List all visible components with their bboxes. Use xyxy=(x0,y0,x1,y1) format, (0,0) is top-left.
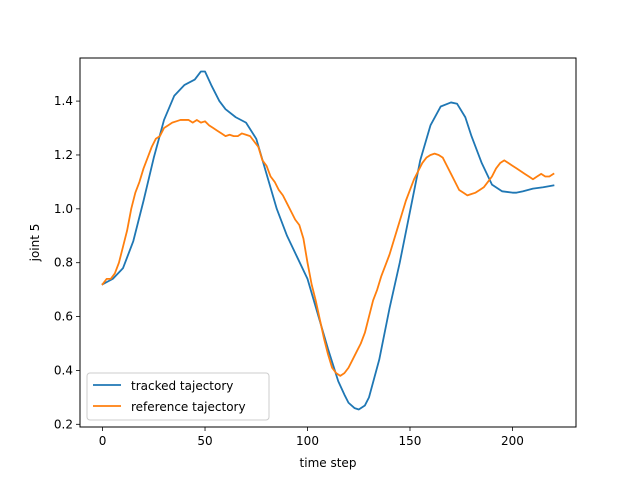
legend-label-tracked: tracked tajectory xyxy=(131,379,233,393)
legend: tracked tajectory reference tajectory xyxy=(86,372,270,421)
series-line-tracked xyxy=(101,70,555,411)
legend-label-reference: reference tajectory xyxy=(131,400,246,414)
y-tick-label: 0.2 xyxy=(54,417,73,431)
x-tick-label: 150 xyxy=(399,434,422,448)
x-tick-label: 50 xyxy=(197,434,212,448)
legend-frame xyxy=(86,372,270,421)
y-tick-label: 1.2 xyxy=(54,148,73,162)
x-tick-label: 200 xyxy=(501,434,524,448)
y-tick-label: 1.0 xyxy=(54,202,73,216)
y-tick-label: 0.6 xyxy=(54,310,73,324)
series-line-reference xyxy=(101,119,555,377)
y-tick-label: 0.8 xyxy=(54,256,73,270)
x-tick-label: 100 xyxy=(296,434,319,448)
y-axis: 0.2 0.4 0.6 0.8 1.0 1.2 1.4 xyxy=(54,94,80,431)
y-tick-label: 0.4 xyxy=(54,363,73,377)
x-axis: 0 50 100 150 200 xyxy=(99,427,524,448)
axes-frame xyxy=(79,57,577,428)
plot-area xyxy=(101,70,555,411)
x-tick-label: 0 xyxy=(99,434,107,448)
y-tick-label: 1.4 xyxy=(54,94,73,108)
x-axis-label: time step xyxy=(300,456,357,470)
y-axis-label: joint 5 xyxy=(28,224,42,263)
